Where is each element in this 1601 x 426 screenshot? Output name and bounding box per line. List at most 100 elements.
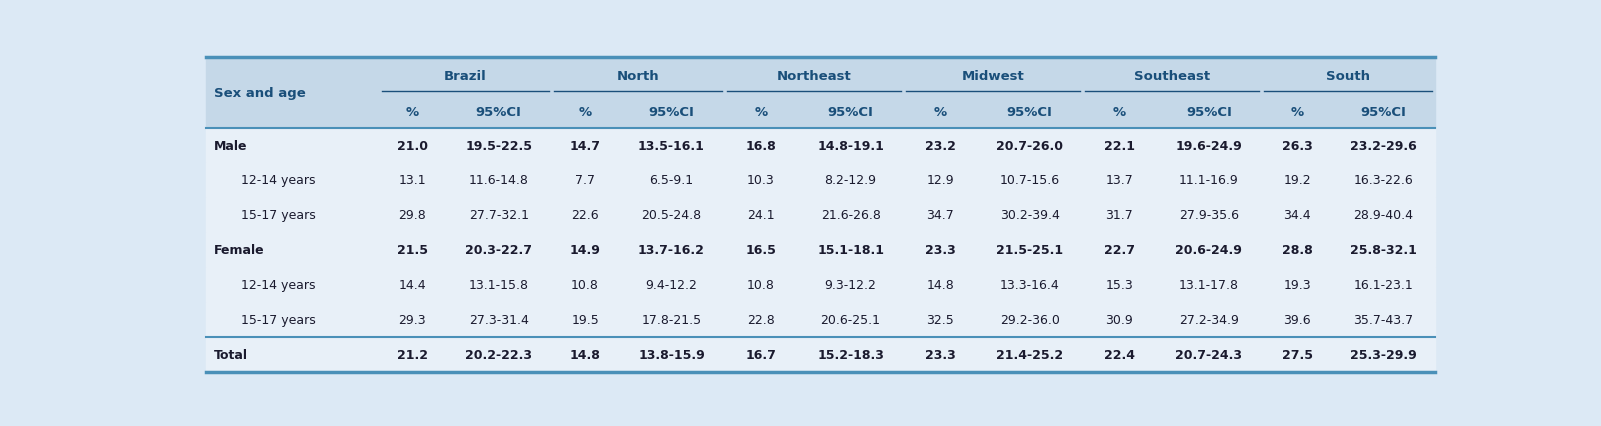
Text: 13.8-15.9: 13.8-15.9: [639, 348, 704, 362]
Text: 95%CI: 95%CI: [1007, 105, 1052, 118]
Text: 13.7-16.2: 13.7-16.2: [639, 244, 704, 257]
Text: 23.3: 23.3: [925, 348, 956, 362]
Text: 39.6: 39.6: [1284, 314, 1311, 327]
Text: 27.5: 27.5: [1282, 348, 1313, 362]
Text: 95%CI: 95%CI: [1361, 105, 1406, 118]
Text: 28.9-40.4: 28.9-40.4: [1353, 209, 1414, 222]
Text: 10.3: 10.3: [748, 174, 775, 187]
Text: 19.5-22.5: 19.5-22.5: [466, 139, 532, 152]
Text: 16.1-23.1: 16.1-23.1: [1353, 279, 1414, 292]
Text: 20.6-24.9: 20.6-24.9: [1175, 244, 1242, 257]
Text: 19.6-24.9: 19.6-24.9: [1175, 139, 1242, 152]
Text: 14.8-19.1: 14.8-19.1: [817, 139, 884, 152]
Text: 11.1-16.9: 11.1-16.9: [1178, 174, 1239, 187]
Text: 30.9: 30.9: [1105, 314, 1134, 327]
Text: 25.8-32.1: 25.8-32.1: [1350, 244, 1417, 257]
Bar: [207, 268, 1434, 303]
Text: 28.8: 28.8: [1282, 244, 1313, 257]
Text: 16.7: 16.7: [746, 348, 776, 362]
Text: 22.6: 22.6: [572, 209, 599, 222]
Text: %: %: [1290, 105, 1303, 118]
Bar: [207, 128, 1434, 163]
Bar: [207, 233, 1434, 268]
Text: %: %: [405, 105, 419, 118]
Text: 29.8: 29.8: [399, 209, 426, 222]
Text: 7.7: 7.7: [575, 174, 596, 187]
Text: 15.3: 15.3: [1105, 279, 1134, 292]
Text: 12.9: 12.9: [927, 174, 954, 187]
Text: Total: Total: [215, 348, 248, 362]
Text: 15-17 years: 15-17 years: [242, 314, 315, 327]
Text: Northeast: Northeast: [776, 70, 852, 83]
Text: 23.2: 23.2: [925, 139, 956, 152]
Bar: [207, 163, 1434, 198]
Text: 29.3: 29.3: [399, 314, 426, 327]
Text: %: %: [933, 105, 946, 118]
Text: Male: Male: [215, 139, 247, 152]
Text: Female: Female: [215, 244, 264, 257]
Text: 10.8: 10.8: [572, 279, 599, 292]
Text: 20.2-22.3: 20.2-22.3: [466, 348, 532, 362]
Text: 95%CI: 95%CI: [1186, 105, 1231, 118]
Bar: [207, 198, 1434, 233]
Text: %: %: [578, 105, 592, 118]
Text: 9.3-12.2: 9.3-12.2: [825, 279, 876, 292]
Text: 24.1: 24.1: [748, 209, 775, 222]
Text: 23.2-29.6: 23.2-29.6: [1350, 139, 1417, 152]
Text: %: %: [754, 105, 767, 118]
Text: 95%CI: 95%CI: [475, 105, 522, 118]
Text: 19.5: 19.5: [572, 314, 599, 327]
Text: 13.1-17.8: 13.1-17.8: [1178, 279, 1239, 292]
Text: 11.6-14.8: 11.6-14.8: [469, 174, 528, 187]
Text: 27.3-31.4: 27.3-31.4: [469, 314, 528, 327]
Text: South: South: [1326, 70, 1370, 83]
Text: 13.5-16.1: 13.5-16.1: [639, 139, 704, 152]
Text: 14.9: 14.9: [570, 244, 600, 257]
Text: 32.5: 32.5: [927, 314, 954, 327]
Text: 21.4-25.2: 21.4-25.2: [996, 348, 1063, 362]
Text: 30.2-39.4: 30.2-39.4: [999, 209, 1060, 222]
Text: 14.7: 14.7: [570, 139, 600, 152]
Text: 19.3: 19.3: [1284, 279, 1311, 292]
Text: 20.3-22.7: 20.3-22.7: [466, 244, 532, 257]
Text: 15-17 years: 15-17 years: [242, 209, 315, 222]
Text: 13.1: 13.1: [399, 174, 426, 187]
Text: 25.3-29.9: 25.3-29.9: [1350, 348, 1417, 362]
Text: 13.7: 13.7: [1105, 174, 1134, 187]
Text: 27.9-35.6: 27.9-35.6: [1178, 209, 1239, 222]
Text: 34.7: 34.7: [927, 209, 954, 222]
Text: 95%CI: 95%CI: [648, 105, 695, 118]
Text: 20.7-24.3: 20.7-24.3: [1175, 348, 1242, 362]
Text: Midwest: Midwest: [962, 70, 1025, 83]
Bar: [207, 303, 1434, 338]
Text: 16.3-22.6: 16.3-22.6: [1353, 174, 1414, 187]
Text: %: %: [1113, 105, 1126, 118]
Text: 14.8: 14.8: [570, 348, 600, 362]
Bar: [207, 58, 1434, 128]
Text: 21.5-25.1: 21.5-25.1: [996, 244, 1063, 257]
Text: 19.2: 19.2: [1284, 174, 1311, 187]
Text: 29.2-36.0: 29.2-36.0: [999, 314, 1060, 327]
Text: 34.4: 34.4: [1284, 209, 1311, 222]
Text: 10.7-15.6: 10.7-15.6: [999, 174, 1060, 187]
Text: 21.5: 21.5: [397, 244, 427, 257]
Text: 20.7-26.0: 20.7-26.0: [996, 139, 1063, 152]
Text: 13.3-16.4: 13.3-16.4: [1001, 279, 1060, 292]
Text: 27.7-32.1: 27.7-32.1: [469, 209, 528, 222]
Text: 22.8: 22.8: [748, 314, 775, 327]
Text: 8.2-12.9: 8.2-12.9: [825, 174, 877, 187]
Text: 16.5: 16.5: [746, 244, 776, 257]
Text: Brazil: Brazil: [443, 70, 487, 83]
Text: 16.8: 16.8: [746, 139, 776, 152]
Text: 15.2-18.3: 15.2-18.3: [817, 348, 884, 362]
Text: 31.7: 31.7: [1105, 209, 1134, 222]
Text: 21.2: 21.2: [397, 348, 427, 362]
Text: 23.3: 23.3: [925, 244, 956, 257]
Text: 26.3: 26.3: [1282, 139, 1313, 152]
Text: 27.2-34.9: 27.2-34.9: [1178, 314, 1239, 327]
Text: Sex and age: Sex and age: [215, 86, 306, 99]
Text: 21.0: 21.0: [397, 139, 427, 152]
Text: 15.1-18.1: 15.1-18.1: [817, 244, 884, 257]
Text: 14.4: 14.4: [399, 279, 426, 292]
Text: 12-14 years: 12-14 years: [242, 279, 315, 292]
